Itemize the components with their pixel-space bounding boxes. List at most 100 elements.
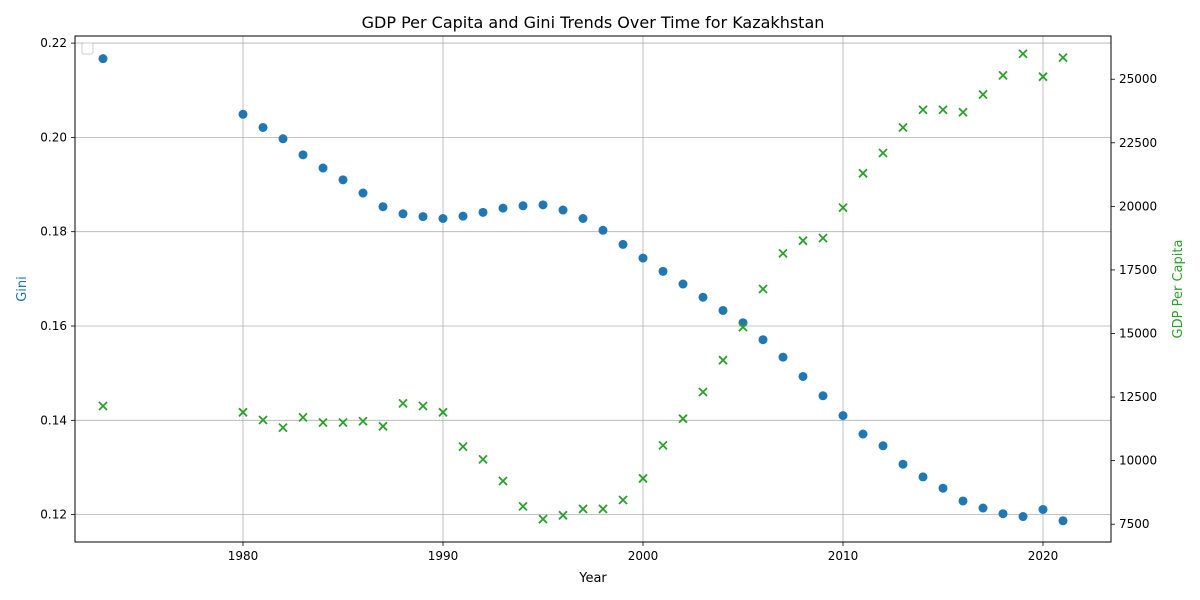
- gdp-point: [1018, 49, 1028, 59]
- gdp-point: [898, 122, 908, 133]
- gini-point: [98, 54, 108, 64]
- gini-point: [458, 211, 468, 221]
- gdp-point: [398, 398, 408, 409]
- y-right-tick-label: 15000: [1119, 326, 1157, 340]
- gini-point: [838, 411, 848, 421]
- y-left-tick-label: 0.18: [40, 225, 67, 239]
- gini-point: [818, 391, 828, 401]
- gdp-point: [978, 89, 988, 100]
- gdp-point: [458, 442, 468, 452]
- gini-point: [1018, 512, 1028, 522]
- x-tick-label: 2000: [628, 549, 659, 563]
- x-tick-label: 2010: [828, 549, 859, 563]
- gdp-point: [338, 417, 348, 428]
- axis-ticks: 1980 1990 2000 2010 2020 0.12 0.14 0.16 0.18 0.20…: [40, 36, 1157, 563]
- gdp-point: [358, 416, 368, 426]
- gini-point: [938, 483, 948, 493]
- y-right-tick-label: 12500: [1119, 390, 1157, 404]
- gini-point: [798, 371, 808, 381]
- gini-point: [438, 213, 448, 223]
- gdp-point: [658, 440, 668, 451]
- gdp-point: [698, 387, 708, 397]
- y-left-tick-label: 0.16: [40, 319, 67, 333]
- gdp-point: [1058, 52, 1068, 63]
- gdp-point: [818, 233, 828, 243]
- gini-point: [578, 213, 588, 223]
- gdp-point: [438, 407, 448, 417]
- gini-point: [538, 200, 548, 210]
- gini-point: [718, 305, 728, 315]
- gdp-point: [798, 236, 808, 246]
- gdp-point: [1038, 72, 1048, 82]
- gdp-point: [838, 202, 848, 213]
- gdp-point: [98, 401, 108, 411]
- gini-point: [238, 109, 248, 119]
- gini-point: [978, 503, 988, 513]
- y-axis-right-label: GDP Per Capita: [1171, 240, 1186, 339]
- gini-point: [1058, 516, 1068, 526]
- gdp-point: [998, 70, 1008, 81]
- gini-point: [418, 212, 428, 222]
- gini-point: [698, 292, 708, 302]
- gini-point: [618, 239, 628, 249]
- gini-point: [258, 122, 268, 132]
- gdp-point: [758, 284, 768, 294]
- gdp-point: [578, 504, 588, 514]
- gdp-point: [238, 407, 248, 417]
- grid: [75, 36, 1111, 542]
- gini-point: [598, 225, 608, 235]
- plot-frame: [74, 35, 1112, 543]
- gini-point: [338, 175, 348, 185]
- gini-point: [298, 150, 308, 160]
- y-axis-left-label: Gini: [15, 276, 30, 302]
- y-left-tick-label: 0.14: [40, 413, 67, 427]
- gdp-point: [638, 473, 648, 484]
- y-left-tick-label: 0.12: [40, 508, 67, 522]
- gdp-point: [778, 248, 788, 259]
- gdp-point: [598, 504, 608, 514]
- gdp-point: [538, 514, 548, 524]
- gdp-point: [498, 476, 508, 486]
- y-right-tick-label: 17500: [1119, 263, 1157, 277]
- gdp-point: [918, 105, 928, 115]
- y-left-tick-label: 0.20: [40, 130, 67, 144]
- gini-point: [1038, 504, 1048, 514]
- x-tick-label: 1980: [228, 549, 259, 563]
- gini-point: [398, 209, 408, 219]
- gdp-point: [378, 421, 388, 431]
- gini-point: [898, 459, 908, 469]
- gini-point: [478, 207, 488, 217]
- gdp-point: [558, 510, 568, 520]
- y-right-tick-label: 20000: [1119, 199, 1157, 213]
- gdp-point: [318, 417, 328, 428]
- gini-point: [378, 202, 388, 212]
- gini-point: [558, 205, 568, 215]
- gdp-point: [418, 401, 428, 411]
- gdp-point: [618, 495, 628, 505]
- gdp-point: [298, 412, 308, 423]
- gdp-point: [718, 355, 728, 365]
- y-right-tick-label: 22500: [1119, 136, 1157, 150]
- chart-title: GDP Per Capita and Gini Trends Over Time…: [362, 13, 825, 32]
- gini-point: [778, 352, 788, 362]
- gdp-point: [738, 322, 748, 332]
- gini-point: [858, 429, 868, 439]
- gdp-point: [258, 415, 268, 425]
- gini-point: [498, 203, 508, 213]
- gini-point: [878, 441, 888, 451]
- legend: [81, 42, 94, 55]
- gdp-point: [958, 107, 968, 117]
- y-right-tick-label: 10000: [1119, 454, 1157, 468]
- y-left-tick-label: 0.22: [40, 36, 67, 50]
- gini-point: [638, 253, 648, 263]
- gini-point: [998, 509, 1008, 519]
- gdp-point: [678, 414, 688, 424]
- gini-point: [958, 496, 968, 506]
- gdp-point: [478, 454, 488, 464]
- x-tick-label: 2020: [1028, 549, 1059, 563]
- gini-point: [758, 335, 768, 345]
- x-tick-label: 1990: [428, 549, 459, 563]
- gdp-point: [278, 422, 288, 433]
- gini-point: [278, 134, 288, 144]
